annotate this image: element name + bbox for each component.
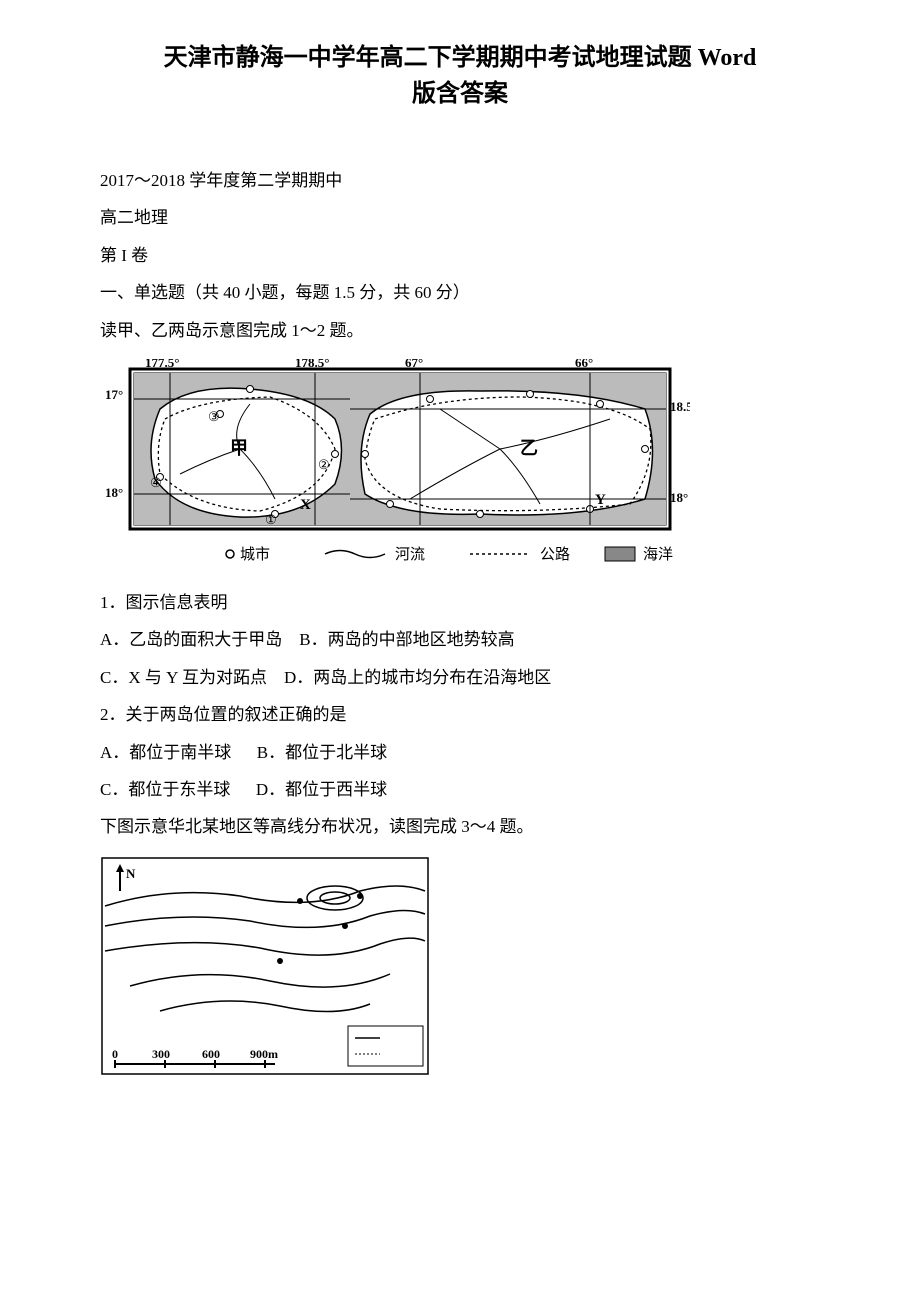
q2-ab: A．都位于南半球 B．都位于北半球 [100,734,820,771]
lat-label-18r: 18° [670,490,688,505]
legend-city: 城市 [240,546,270,563]
subject-line: 高二地理 [100,199,820,236]
scale-900: 900m [250,1047,278,1061]
lat-label-17: 17° [105,387,123,402]
q2-c: C．都位于东半球 [100,780,230,799]
q1-d: D．两岛上的城市均分布在沿海地区 [284,668,551,687]
label-2: ② [318,457,330,472]
q2-b: B．都位于北半球 [257,743,387,762]
scale-0: 0 [112,1047,118,1061]
island-a-label: 甲 [230,438,248,458]
q1-a: A．乙岛的面积大于甲岛 [100,630,282,649]
title-line-2: 版含答案 [412,81,508,107]
section-heading: 一、单选题（共 40 小题，每题 1.5 分，共 60 分） [100,274,820,311]
lon-label-178: 178.5° [295,359,329,370]
city-a-e [332,450,339,457]
island-map-figure: 甲 ① ② ③ ④ X 177.5° 178.5° 17° 18° [100,359,820,569]
lat-label-18l: 18° [105,485,123,500]
q1-b: B．两岛的中部地区地势较高 [299,630,514,649]
scale-600: 600 [202,1047,220,1061]
north-label: N [126,866,136,881]
dot-1 [297,898,303,904]
title-line-1: 天津市静海一中学年高二下学期期中考试地理试题 Word [164,45,757,71]
label-1: ① [265,512,277,527]
point-y: Y [595,492,606,508]
contour-legend-box [348,1026,423,1066]
document-title: 天津市静海一中学年高二下学期期中考试地理试题 Word 版含答案 [100,40,820,112]
volume-line: 第 I 卷 [100,237,820,274]
legend-river: 河流 [395,546,425,563]
lon-label-177: 177.5° [145,359,179,370]
q12-intro: 读甲、乙两岛示意图完成 1～2 题。 [100,312,820,349]
term-line: 2017～2018 学年度第二学期期中 [100,162,820,199]
city-b-6 [477,510,484,517]
q1-cd: C．X 与 Y 互为对跖点 D．两岛上的城市均分布在沿海地区 [100,659,820,696]
city-b-1 [427,395,434,402]
point-x: X [300,497,311,513]
q1-c: C．X 与 Y 互为对跖点 [100,668,267,687]
legend-river-icon [325,550,385,557]
q1-ab: A．乙岛的面积大于甲岛 B．两岛的中部地区地势较高 [100,621,820,658]
dot-3 [342,923,348,929]
legend-sea: 海洋 [643,546,673,563]
city-b-4 [642,445,649,452]
dot-2 [357,893,363,899]
q1-stem: 1．图示信息表明 [100,584,820,621]
legend-city-icon [226,550,234,558]
q2-stem: 2．关于两岛位置的叙述正确的是 [100,696,820,733]
city-b-8 [362,450,369,457]
scale-300: 300 [152,1047,170,1061]
q34-intro: 下图示意华北某地区等高线分布状况，读图完成 3～4 题。 [100,808,820,845]
q2-a: A．都位于南半球 [100,743,231,762]
legend-road: 公路 [540,546,570,563]
city-b-7 [387,500,394,507]
city-b-3 [597,400,604,407]
label-4: ④ [150,475,162,490]
lat-label-185: 18.5° [670,399,690,414]
q2-d: D．都位于西半球 [256,780,387,799]
contour-map-figure: N 0 300 600 [100,856,820,1076]
city-b-2 [527,390,534,397]
map-legend: 城市 河流 公路 海洋 [226,546,673,563]
document-body: 2017～2018 学年度第二学期期中 高二地理 第 I 卷 一、单选题（共 4… [100,162,820,1076]
island-b-label: 乙 [520,438,538,458]
city-a-n [247,385,254,392]
q2-cd: C．都位于东半球 D．都位于西半球 [100,771,820,808]
dot-4 [277,958,283,964]
lon-label-66: 66° [575,359,593,370]
lon-label-67: 67° [405,359,423,370]
legend-sea-icon [605,547,635,561]
label-3: ③ [208,409,220,424]
